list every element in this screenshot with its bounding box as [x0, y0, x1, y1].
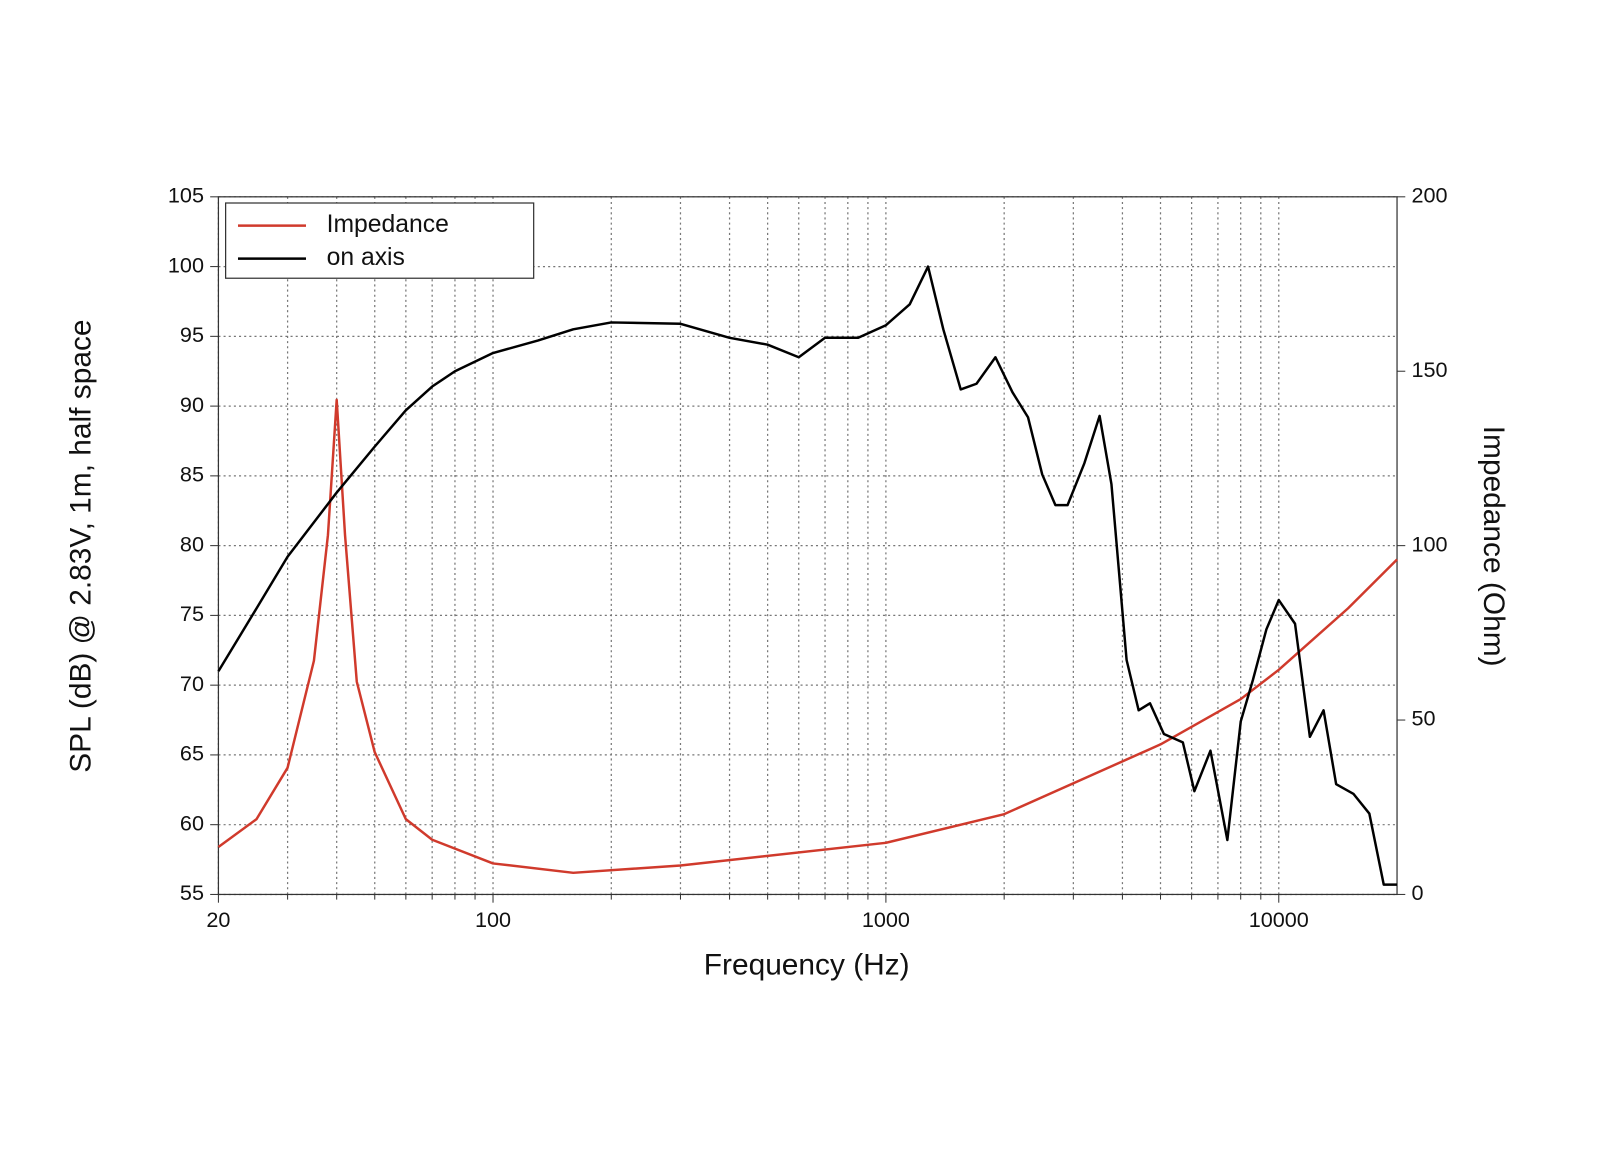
y-tick-label: 70	[180, 671, 204, 696]
legend-label: Impedance	[327, 211, 449, 238]
y-tick-label: 105	[168, 183, 204, 208]
legend-label: on axis	[327, 244, 405, 271]
x-tick-label: 100	[475, 907, 511, 932]
y-tick-label: 75	[180, 601, 204, 626]
y2-axis-label: Impedance (Ohm)	[1477, 426, 1510, 667]
y2-tick-label: 200	[1411, 183, 1447, 208]
y-tick-label: 80	[180, 531, 204, 556]
x-tick-label: 10000	[1249, 907, 1309, 932]
y-tick-label: 95	[180, 322, 204, 347]
y-tick-label: 65	[180, 741, 204, 766]
y2-tick-label: 150	[1411, 357, 1447, 382]
y2-tick-label: 100	[1411, 531, 1447, 556]
y-tick-label: 100	[168, 252, 204, 277]
x-tick-label: 1000	[862, 907, 910, 932]
y-tick-label: 55	[180, 880, 204, 905]
x-tick-label: 20	[206, 907, 230, 932]
y-tick-label: 60	[180, 810, 204, 835]
y-tick-label: 85	[180, 462, 204, 487]
y-axis-label: SPL (dB) @ 2.83V, 1m, half space	[64, 319, 97, 772]
y2-tick-label: 0	[1411, 880, 1423, 905]
legend-box	[225, 202, 535, 279]
y2-tick-label: 50	[1411, 706, 1435, 731]
series-line	[217, 265, 1398, 886]
series-line	[217, 398, 1398, 875]
x-axis-label: Frequency (Hz)	[704, 948, 910, 981]
y-tick-label: 90	[180, 392, 204, 417]
